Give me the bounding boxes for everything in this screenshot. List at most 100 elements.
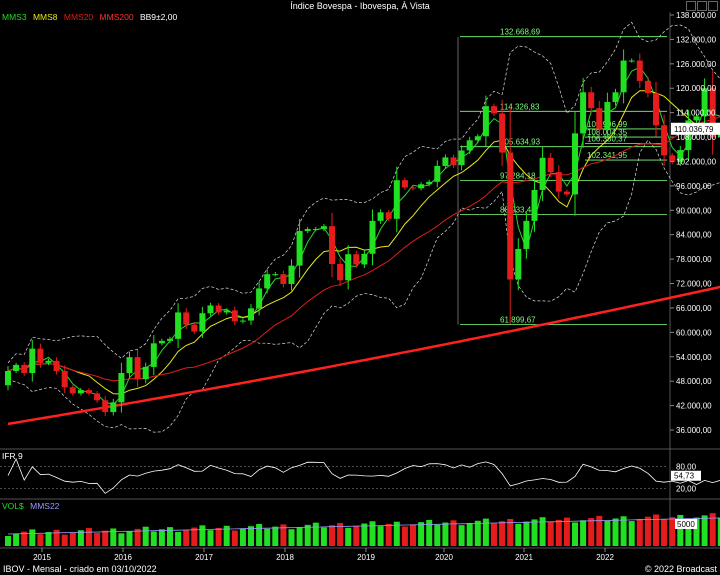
bollinger-upper: [7, 21, 720, 364]
legend-mms20[interactable]: MMS20: [63, 12, 94, 22]
close-icon[interactable]: [708, 1, 718, 11]
candle-body: [523, 220, 530, 249]
maximize-icon[interactable]: [697, 1, 707, 11]
candle-body: [312, 229, 319, 231]
legend-mms3[interactable]: MMS3: [2, 12, 27, 22]
candle-body: [458, 150, 465, 166]
candle-body: [199, 313, 206, 332]
volume-bar: [661, 519, 668, 546]
candle-body: [288, 265, 295, 284]
candle-body: [401, 180, 408, 188]
candle-body: [272, 274, 279, 276]
footer-left: IBOV - Mensal - criado em 03/10/2022: [3, 564, 157, 574]
footer-right: © 2022 Broadcast: [644, 564, 717, 574]
volume-bar: [669, 517, 676, 546]
legend-mms8[interactable]: MMS8: [32, 12, 58, 22]
fib-level-label: 102.341,95: [587, 151, 628, 160]
candle-body: [134, 357, 141, 380]
price-tick-label: 84.000,00: [676, 231, 712, 240]
volume-bar: [685, 519, 692, 546]
volume-bar: [264, 528, 271, 546]
window-title: Índice Bovespa - Ibovespa, À Vista: [290, 1, 430, 11]
volume-bar: [329, 525, 335, 546]
candle-body: [466, 140, 473, 151]
volume-bar: [296, 527, 303, 546]
candle-body: [580, 92, 587, 134]
candle-body: [167, 338, 173, 341]
volume-bar: [531, 519, 538, 546]
mms3-line: [7, 66, 720, 406]
volume-bar: [442, 522, 449, 546]
current-price-box: [671, 122, 720, 135]
candle-body: [426, 181, 433, 185]
volume-bar: [69, 532, 76, 546]
legend-mms200[interactable]: MMS200: [99, 12, 134, 22]
volume-bar: [474, 520, 481, 546]
candle-body: [223, 310, 230, 313]
volume-bar: [288, 529, 295, 546]
price-tick-label: 48.000,00: [676, 377, 712, 386]
price-tick-label: 132.000,00: [676, 35, 717, 44]
window-title-bar: Índice Bovespa - Ibovespa, À Vista: [0, 0, 720, 12]
candle-body: [215, 305, 222, 313]
volume-bar: [320, 527, 327, 546]
candle-body: [256, 288, 263, 309]
volume-bar: [701, 515, 708, 546]
candle-body: [644, 80, 651, 94]
candle-body: [539, 157, 546, 190]
candle-body: [264, 274, 271, 289]
price-tick-label: 36.000,00: [676, 426, 712, 435]
price-tick-label: 108.000,00: [676, 133, 717, 142]
candle-body: [507, 152, 514, 280]
legend-bb[interactable]: BB9±2,00: [139, 12, 178, 22]
bollinger-lower: [7, 139, 720, 433]
volume-bar: [580, 520, 587, 546]
volume-bar: [620, 516, 627, 546]
candle-body: [693, 116, 700, 121]
volume-bar: [215, 527, 222, 546]
volume-bar: [13, 533, 20, 546]
candle-body: [661, 125, 668, 156]
indicator-legend: MMS3 MMS8 MMS20 MMS200 BB9±2,00: [2, 12, 181, 22]
current-price-label: 110.036,79: [674, 125, 714, 134]
ifr-tick-label: 20,00: [676, 485, 697, 494]
candle-body: [280, 274, 287, 284]
volume-bar: [353, 525, 360, 546]
volume-bar: [248, 526, 254, 546]
candle-body: [434, 165, 441, 182]
volume-bar: [717, 517, 720, 546]
volume-bar: [385, 523, 392, 546]
volume-bar: [458, 525, 465, 546]
ifr-current-label: 54,73: [674, 472, 695, 481]
candle-body: [86, 390, 92, 394]
volume-bar: [175, 531, 182, 546]
minimize-icon[interactable]: [686, 1, 696, 11]
ifr-label: IFR 9: [2, 451, 23, 461]
price-tick-label: 60.000,00: [676, 328, 712, 337]
candle-body: [69, 387, 76, 394]
candle-body: [21, 364, 28, 374]
volume-panel-label: VOL$ MMS22: [2, 501, 59, 511]
volume-current-label: 5000: [677, 520, 695, 529]
candle-body: [361, 253, 368, 265]
candle-body: [53, 360, 60, 372]
candle-body: [555, 172, 562, 192]
candle-body: [183, 312, 190, 325]
year-label: 2020: [435, 553, 453, 562]
price-tick-label: 126.000,00: [676, 60, 717, 69]
volume-bar: [426, 519, 433, 546]
price-tick-label: 66.000,00: [676, 304, 712, 313]
ifr-line: [7, 457, 720, 494]
year-label: 2022: [596, 553, 614, 562]
volume-bar: [272, 526, 279, 546]
volume-bar: [369, 521, 376, 546]
volume-bar: [183, 529, 190, 546]
volume-bar: [604, 520, 611, 546]
candle-body: [709, 88, 716, 138]
volume-bar: [199, 525, 206, 546]
candle-body: [653, 93, 659, 126]
volume-bar: [61, 534, 68, 546]
candle-body: [150, 343, 157, 367]
candle-body: [636, 60, 643, 81]
